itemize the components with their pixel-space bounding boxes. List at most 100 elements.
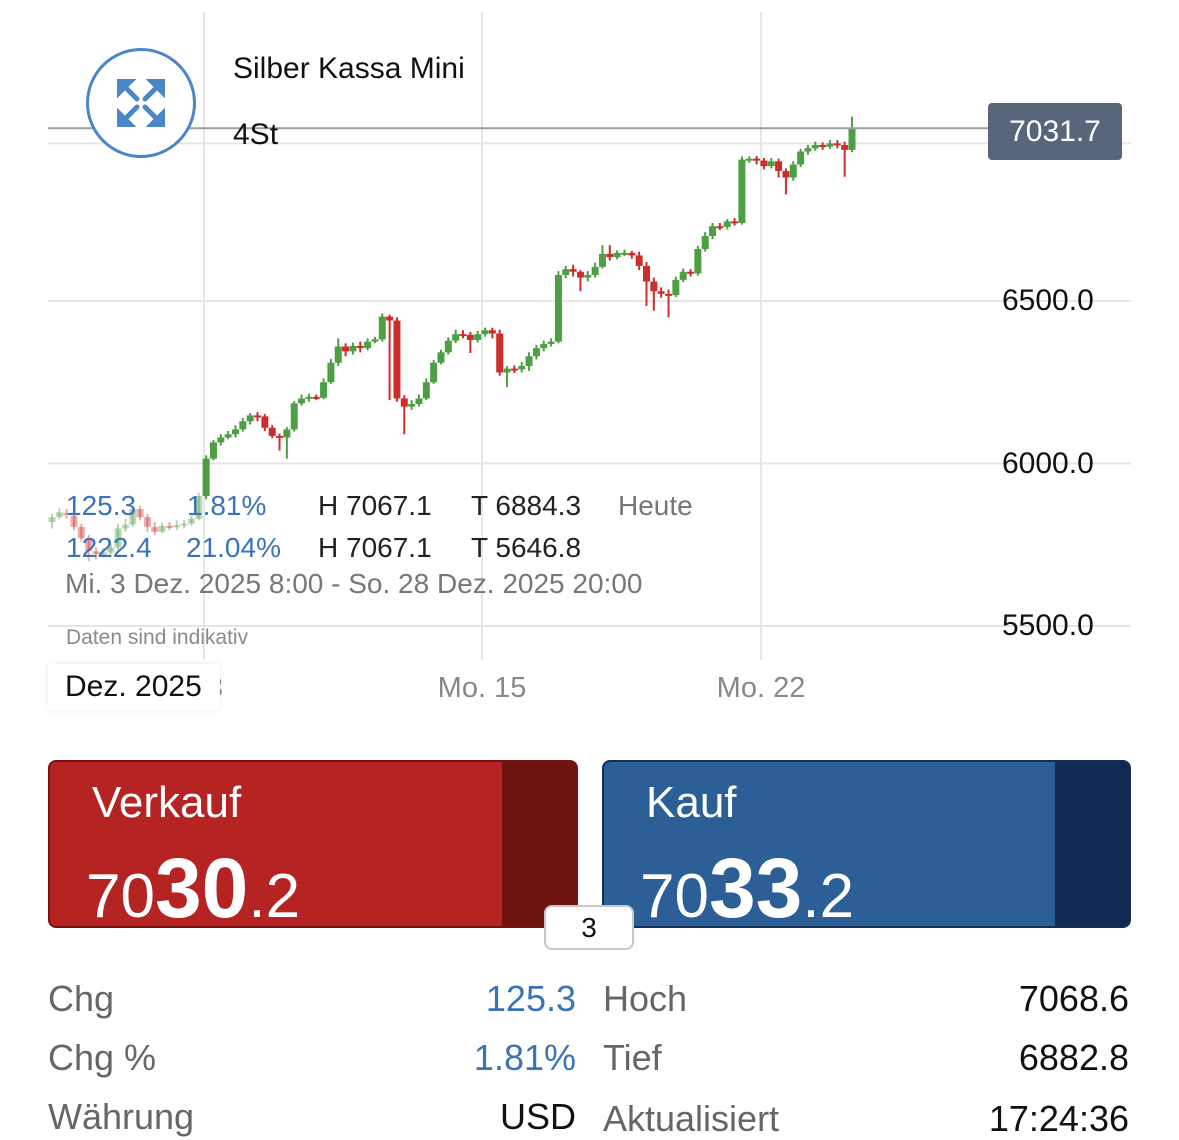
candle-body: [665, 293, 673, 296]
candle-body: [298, 398, 306, 404]
candle-body: [430, 362, 438, 383]
sell-button[interactable]: Verkauf 7030.2: [48, 760, 578, 928]
candle-body: [635, 255, 643, 266]
candle-body: [576, 271, 584, 278]
candle-body: [598, 253, 606, 267]
candle-body: [136, 509, 144, 518]
candle-body: [738, 159, 746, 223]
instrument-name: Silber Kassa Mini: [233, 52, 465, 85]
buy-price-pips: 33: [708, 841, 803, 928]
candle-body: [408, 404, 416, 407]
candle-body: [481, 330, 489, 335]
candle-body: [422, 382, 430, 399]
candle-body: [731, 221, 739, 224]
candle-body: [525, 356, 533, 366]
sell-price-prefix: 70: [86, 862, 155, 928]
candle-body: [753, 158, 761, 161]
candle-body: [848, 128, 856, 150]
candle-body: [92, 551, 100, 554]
candle-body: [349, 345, 357, 352]
low-label: Tief: [603, 1037, 662, 1078]
candle-body: [745, 158, 753, 161]
buy-price-prefix: 70: [640, 862, 709, 928]
candle-body: [283, 429, 291, 438]
today-change: 125.3: [66, 490, 137, 521]
candle-body: [584, 275, 592, 278]
candle-body: [371, 339, 379, 342]
candle-body: [320, 382, 328, 398]
today-high: H 7067.1: [318, 490, 432, 521]
candle-body: [378, 316, 386, 340]
candle-body: [107, 547, 115, 553]
candle-body: [767, 161, 775, 167]
candle-body: [327, 362, 335, 383]
range-change-percent: 21.04%: [186, 532, 281, 563]
x-tick-mo-22: Mo. 22: [716, 672, 806, 704]
candle-body: [687, 271, 695, 274]
chart-interval[interactable]: 4St: [233, 118, 279, 151]
candle-body: [694, 249, 702, 274]
range-change: 1222.4: [66, 532, 152, 563]
candle-body: [342, 346, 350, 352]
currency-label: Währung: [48, 1096, 195, 1137]
range-low: T 5646.8: [471, 532, 582, 563]
expand-icon: [117, 79, 165, 127]
candle-body: [811, 145, 819, 149]
candle-body: [217, 437, 225, 443]
candle-body: [55, 512, 63, 518]
chart-canvas[interactable]: [0, 0, 1179, 730]
buy-label: Kauf: [646, 778, 737, 827]
range-high: H 7067.1: [318, 532, 432, 563]
sell-price: 7030.2: [86, 840, 301, 928]
candle-body: [187, 518, 195, 524]
candle-body: [254, 415, 262, 418]
candle-body: [554, 275, 562, 342]
candle-body: [63, 512, 71, 515]
candle-body: [775, 161, 783, 171]
currency-value: USD: [499, 1096, 576, 1137]
updated-value: 17:24:36: [988, 1098, 1129, 1139]
candle-body: [532, 348, 540, 357]
sell-price-suffix: .2: [248, 862, 301, 928]
candle-body: [70, 515, 78, 527]
candle-body: [290, 403, 298, 430]
sell-label: Verkauf: [92, 778, 242, 827]
candle-body: [114, 528, 122, 548]
candle-body: [48, 517, 56, 522]
candle-body: [231, 429, 239, 435]
x-tick-mo-15: Mo. 15: [437, 672, 527, 704]
last-price-tag: 7031.7: [988, 103, 1122, 160]
candle-body: [459, 334, 467, 337]
candle-body: [716, 226, 724, 229]
candle-body: [503, 368, 511, 373]
candle-body: [415, 398, 423, 405]
candle-body: [657, 291, 665, 294]
candle-body: [760, 160, 768, 167]
candle-body: [99, 552, 107, 555]
y-tick-5500: 5500.0: [1002, 609, 1094, 642]
buy-button[interactable]: Kauf 7033.2: [602, 760, 1131, 928]
candle-body: [606, 253, 614, 258]
spread-badge: 3: [544, 905, 634, 950]
month-label: Dez. 2025: [48, 664, 220, 710]
candle-body: [841, 145, 849, 150]
period-range: Mi. 3 Dez. 2025 8:00 - So. 28 Dez. 2025 …: [65, 568, 643, 599]
candle-body: [268, 427, 276, 436]
today-label: Heute: [618, 490, 693, 521]
candle-body: [804, 148, 812, 152]
candle-body: [437, 352, 445, 363]
candle-body: [209, 442, 217, 459]
candle-body: [562, 269, 570, 275]
today-low: T 6884.3: [471, 490, 582, 521]
indicative-disclaimer: Daten sind indikativ: [66, 626, 249, 649]
y-tick-6000: 6000.0: [1002, 447, 1094, 480]
candle-body: [701, 236, 709, 249]
candle-body: [121, 524, 129, 529]
price-chart[interactable]: Silber Kassa Mini 4St 7031.7 6500.0 6000…: [0, 0, 1179, 730]
candle-body: [569, 269, 577, 272]
fullscreen-button[interactable]: [86, 48, 196, 158]
candle-body: [723, 221, 731, 227]
candle-body: [591, 266, 599, 275]
high-label: Hoch: [603, 978, 688, 1019]
candle-body: [312, 396, 320, 399]
